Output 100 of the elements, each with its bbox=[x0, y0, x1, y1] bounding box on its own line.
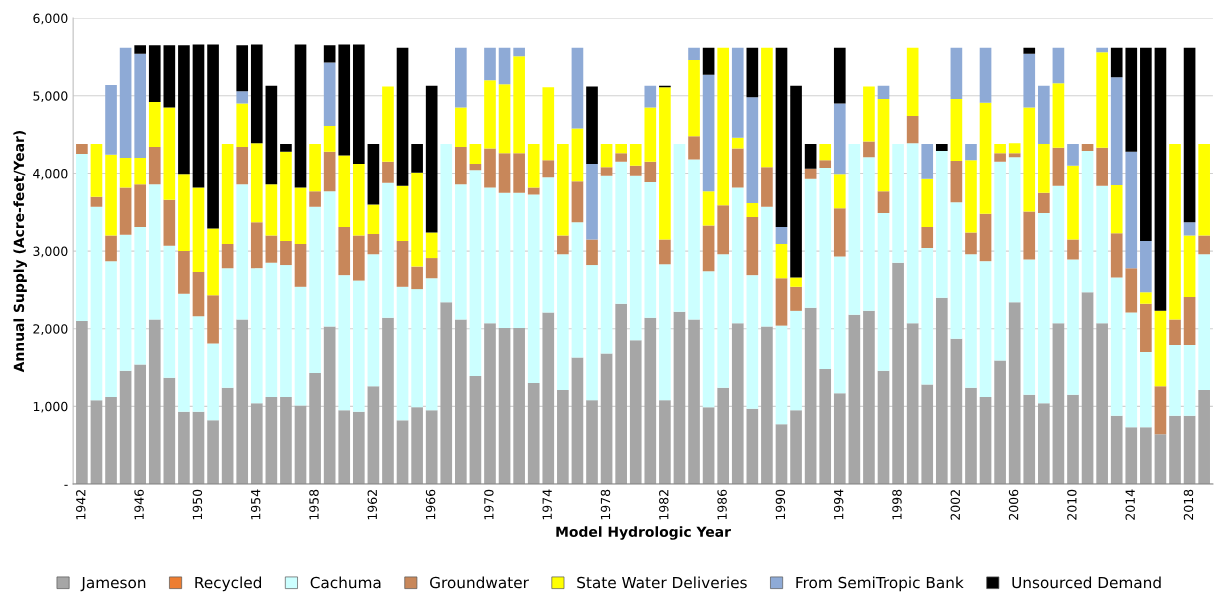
bar bbox=[250, 222, 263, 269]
bar bbox=[455, 107, 467, 148]
bar bbox=[1125, 151, 1138, 269]
bar bbox=[775, 278, 788, 326]
bar bbox=[1052, 83, 1065, 148]
bar bbox=[673, 311, 686, 484]
bar bbox=[396, 420, 409, 484]
bar bbox=[440, 302, 453, 484]
bar bbox=[221, 244, 234, 269]
bar bbox=[338, 227, 351, 276]
bar bbox=[513, 47, 525, 57]
bar bbox=[192, 272, 205, 317]
bar bbox=[1023, 107, 1036, 212]
bar bbox=[148, 319, 161, 484]
bar bbox=[673, 143, 686, 312]
legend-label: Cachuma bbox=[310, 576, 381, 589]
bar bbox=[629, 175, 642, 341]
bar bbox=[352, 235, 365, 281]
x-tick-label: 1970 bbox=[484, 489, 494, 520]
bar bbox=[848, 314, 861, 484]
bar bbox=[557, 235, 569, 255]
bar bbox=[134, 53, 147, 158]
bar bbox=[994, 360, 1006, 484]
bar bbox=[629, 143, 642, 166]
bar bbox=[892, 262, 904, 484]
bar bbox=[411, 143, 423, 173]
x-tick-label: 1982 bbox=[659, 490, 669, 520]
bar bbox=[1023, 47, 1036, 54]
bar bbox=[309, 143, 321, 192]
bar bbox=[1198, 254, 1210, 391]
bar bbox=[236, 184, 249, 320]
bar bbox=[775, 244, 788, 279]
bar bbox=[396, 185, 409, 241]
bar bbox=[1140, 352, 1152, 428]
bar bbox=[484, 323, 496, 484]
bar bbox=[775, 424, 788, 484]
bar bbox=[294, 286, 307, 406]
y-tick-label: - bbox=[64, 484, 68, 486]
bar bbox=[1067, 259, 1079, 395]
bar bbox=[702, 191, 715, 226]
bar bbox=[1140, 303, 1152, 353]
bar bbox=[819, 160, 832, 168]
bar bbox=[236, 91, 249, 104]
bar bbox=[396, 286, 409, 421]
bar bbox=[484, 148, 496, 188]
bar bbox=[1198, 390, 1210, 484]
bar bbox=[1183, 345, 1196, 416]
bar bbox=[877, 98, 890, 192]
y-tick-label: 4,000 bbox=[33, 168, 68, 180]
bar bbox=[1052, 185, 1065, 324]
bar bbox=[148, 147, 161, 185]
bar bbox=[935, 150, 948, 298]
bar bbox=[76, 320, 88, 484]
bar bbox=[280, 397, 292, 484]
bar bbox=[950, 202, 963, 339]
bar bbox=[1081, 292, 1094, 484]
bar bbox=[1183, 222, 1196, 236]
bar bbox=[615, 161, 627, 304]
bar bbox=[265, 262, 278, 398]
bar bbox=[819, 168, 832, 370]
bar bbox=[790, 410, 802, 484]
bar bbox=[717, 205, 730, 255]
y-tick-label: 5,000 bbox=[33, 91, 68, 102]
bar bbox=[775, 227, 788, 245]
bar bbox=[644, 85, 657, 108]
bar bbox=[731, 323, 744, 484]
bar bbox=[906, 47, 919, 116]
bar bbox=[484, 187, 496, 324]
bar bbox=[527, 194, 540, 384]
bar bbox=[702, 225, 715, 272]
bar bbox=[688, 136, 700, 160]
bar bbox=[1183, 235, 1196, 297]
bar bbox=[119, 47, 132, 158]
bar bbox=[469, 170, 482, 377]
bar bbox=[542, 87, 555, 161]
bar bbox=[746, 202, 759, 217]
bar bbox=[396, 47, 409, 186]
bar bbox=[1052, 47, 1065, 84]
bar bbox=[731, 148, 744, 188]
bar bbox=[1110, 415, 1123, 484]
bar bbox=[1198, 143, 1210, 236]
bar bbox=[804, 178, 817, 308]
bar bbox=[1067, 165, 1079, 240]
bar bbox=[1198, 235, 1210, 255]
bar bbox=[1125, 312, 1138, 428]
bar bbox=[265, 235, 278, 263]
bar bbox=[1183, 47, 1196, 223]
bar bbox=[586, 86, 598, 165]
bar bbox=[513, 327, 525, 484]
bar bbox=[542, 160, 555, 178]
x-tick-label: 1962 bbox=[367, 490, 378, 520]
bar bbox=[804, 143, 817, 169]
bar bbox=[352, 411, 365, 484]
x-tick-label: 1986 bbox=[717, 489, 727, 520]
bar bbox=[498, 327, 511, 484]
bar bbox=[207, 295, 219, 344]
bar bbox=[1140, 427, 1152, 484]
bar bbox=[294, 44, 307, 188]
bar bbox=[148, 184, 161, 320]
bar bbox=[557, 254, 569, 391]
